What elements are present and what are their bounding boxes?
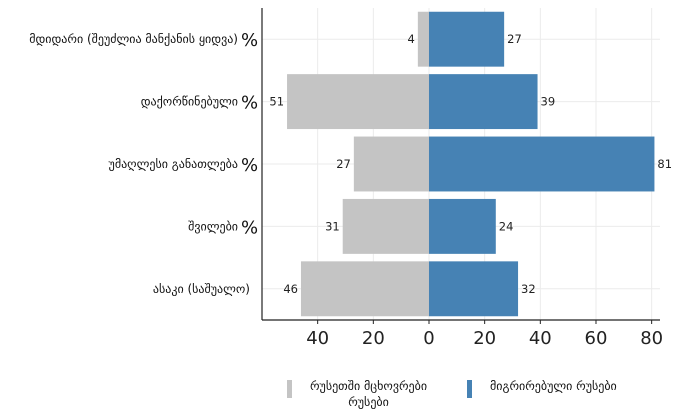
x-tick-labels: 40 20 0 20 40 60 80 [306, 328, 663, 349]
value-label-residents-0: 4 [408, 32, 415, 46]
category-label-2: უმაღლესი განათლება [109, 157, 238, 171]
axes [261, 8, 660, 324]
value-labels: 4 51 27 31 46 27 39 81 24 32 [269, 32, 672, 296]
bar-migrants-0 [428, 11, 505, 67]
bar-migrants-3 [428, 198, 496, 254]
x-tick-label-1: 20 [362, 328, 385, 349]
value-label-migrants-4: 32 [521, 282, 536, 296]
value-label-residents-2: 27 [336, 157, 351, 171]
bar-residents-0 [417, 11, 429, 67]
legend: რუსეთში მცხოვრები რუსები მიგრირებული რუს… [0, 378, 678, 417]
legend-label-residents-line2: რუსები [348, 395, 389, 409]
category-percent-2: % [241, 155, 258, 176]
x-tick-label-0: 40 [306, 328, 329, 349]
category-label-4: ასაკი (საშუალო) [153, 282, 250, 296]
value-label-migrants-2: 81 [657, 157, 672, 171]
bar-residents-2 [353, 136, 429, 192]
legend-swatch-migrants [467, 380, 472, 398]
legend-item-migrants: მიგრირებული რუსები [467, 378, 617, 398]
bar-migrants-4 [428, 261, 519, 317]
legend-item-residents: რუსეთში მცხოვრები რუსები [287, 378, 427, 410]
x-tick-label-2: 0 [423, 328, 434, 349]
legend-swatch-residents [287, 380, 292, 398]
value-label-residents-3: 31 [325, 219, 340, 233]
bar-migrants-2 [428, 136, 655, 192]
diverging-bar-chart: 4 51 27 31 46 27 39 81 24 32 მდიდარი (შეუძლია მან… [29, 8, 672, 349]
x-tick-label-4: 40 [529, 328, 552, 349]
bar-residents-4 [300, 261, 429, 317]
bar-residents-1 [287, 74, 429, 130]
category-label-1: დაქორწინებული [141, 95, 238, 109]
category-percent-0: % [241, 30, 258, 51]
value-label-migrants-3: 24 [499, 219, 514, 233]
value-label-migrants-0: 27 [507, 32, 522, 46]
category-labels: მდიდარი (შეუძლია მანქანის ყიდვა) %დაქორწი… [29, 30, 258, 296]
legend-label-residents-line1: რუსეთში მცხოვრები [310, 379, 428, 393]
value-label-residents-4: 46 [283, 282, 298, 296]
category-label-3: შვილები [188, 219, 238, 233]
category-percent-3: % [241, 217, 258, 238]
value-label-residents-1: 51 [269, 95, 284, 109]
x-tick-label-3: 20 [473, 328, 496, 349]
bar-migrants-1 [428, 74, 538, 130]
legend-label-migrants: მიგრირებული რუსები [490, 379, 617, 393]
value-label-migrants-1: 39 [541, 95, 556, 109]
x-tick-label-6: 80 [640, 328, 663, 349]
category-percent-1: % [241, 93, 258, 114]
x-tick-label-5: 60 [585, 328, 608, 349]
legend-label-residents: რუსეთში მცხოვრები რუსები [310, 378, 427, 410]
bars [287, 11, 655, 317]
bar-residents-3 [342, 198, 429, 254]
category-label-0: მდიდარი (შეუძლია მანქანის ყიდვა) [29, 32, 238, 46]
